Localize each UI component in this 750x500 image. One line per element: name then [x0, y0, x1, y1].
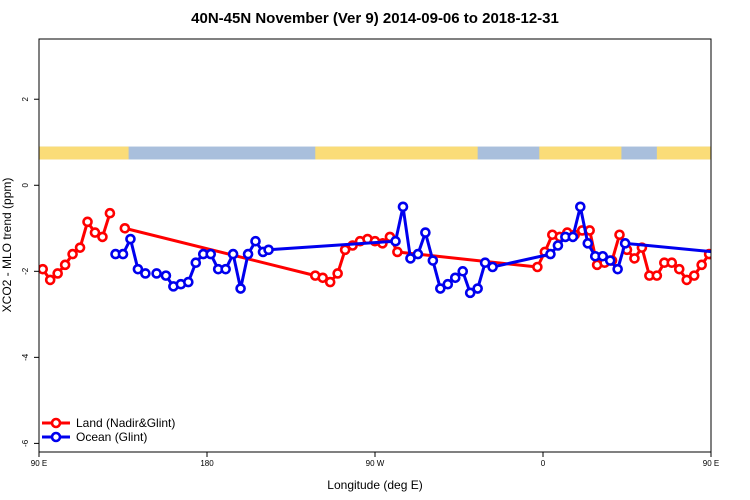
series-1-point	[412, 248, 424, 260]
series-1-point	[220, 263, 231, 275]
series-0-point	[332, 268, 343, 279]
y-tick-label: 0	[21, 182, 30, 187]
series-1-point	[250, 235, 261, 247]
series-0-point	[666, 257, 678, 269]
series-1-point	[575, 201, 586, 213]
series-1-point	[125, 233, 136, 245]
series-1-point	[263, 244, 274, 256]
legend-land-label: Land (Nadir&Glint)	[76, 416, 175, 430]
chart-title: 40N-45N November (Ver 9) 2014-09-06 to 2…	[191, 10, 559, 27]
series-1-point	[612, 263, 623, 275]
series-1-point	[545, 248, 556, 260]
series-0-point	[104, 207, 116, 219]
series-0-point	[317, 272, 329, 284]
y-tick-label: 2	[21, 96, 30, 101]
series-1-point	[235, 283, 246, 294]
series-1-point	[132, 263, 144, 275]
series-1-point	[487, 261, 498, 273]
series-0-point	[532, 261, 543, 273]
y-tick-label: -6	[21, 439, 30, 447]
y-tick-label: -4	[21, 353, 30, 361]
series-1-point	[390, 235, 401, 247]
series-0-point	[728, 229, 736, 237]
series-0	[39, 207, 750, 288]
series-0-point	[59, 259, 71, 271]
series-0-point	[720, 218, 728, 226]
series-1-point	[619, 238, 631, 249]
series-0-point	[82, 216, 93, 228]
series-1-point	[160, 270, 172, 281]
strip-land-segment	[39, 146, 129, 160]
series-0-point	[324, 276, 336, 288]
series-1-point	[472, 283, 483, 294]
series-0-point	[89, 227, 101, 238]
series-1-point	[741, 250, 749, 258]
series-1-point	[397, 201, 409, 213]
series-0-point	[742, 209, 750, 217]
series-layer	[39, 201, 750, 299]
series-0-point	[651, 270, 663, 281]
series-1-point	[405, 253, 416, 264]
series-0-point	[735, 233, 743, 241]
series-0-point	[713, 246, 721, 254]
land-ocean-strip	[39, 146, 711, 160]
x-tick-label: 90 E	[31, 459, 47, 468]
y-tick-label: -2	[21, 267, 30, 275]
series-1-point	[442, 278, 454, 290]
series-1-point	[733, 250, 741, 258]
x-axis-title: Longitude (deg E)	[327, 478, 422, 492]
axes: 90 E 180 90 W 0 90 E 2 0 -2 -4 -6	[21, 96, 719, 468]
series-1-point	[479, 257, 491, 269]
legend-land-marker	[50, 417, 62, 429]
series-0-point	[696, 259, 707, 271]
series-1-point	[552, 240, 564, 251]
series-1-point	[227, 248, 239, 260]
strip-land-segment	[539, 146, 622, 160]
series-1-point	[242, 248, 254, 260]
series-1-point	[205, 248, 217, 260]
series-0-point	[392, 246, 403, 258]
series-1-point	[597, 250, 609, 262]
series-0-point	[44, 274, 56, 286]
series-0-point	[629, 253, 640, 264]
x-tick-label: 0	[541, 459, 546, 468]
x-tick-label: 90 W	[366, 459, 385, 468]
x-tick-label: 180	[200, 459, 214, 468]
series-0-point	[97, 231, 108, 243]
series-1-point	[567, 231, 579, 243]
series-0-point	[74, 242, 86, 253]
series-1-point	[140, 268, 151, 279]
series-1-point	[420, 227, 431, 238]
series-1-point	[435, 283, 446, 294]
series-1-point	[151, 268, 162, 279]
legend-ocean-marker	[50, 431, 62, 443]
series-0-point	[681, 274, 693, 286]
series-1-point	[427, 255, 439, 266]
y-axis-title: XCO2 - MLO trend (ppm)	[0, 178, 14, 313]
series-1-point	[457, 266, 469, 277]
series-0-point	[67, 248, 78, 260]
strip-land-segment	[656, 146, 711, 160]
strip-land-segment	[315, 146, 478, 160]
legend: Land (Nadir&Glint) Ocean (Glint)	[42, 416, 175, 444]
series-1	[110, 201, 749, 299]
series-0-point	[688, 270, 700, 281]
series-0-point	[673, 263, 685, 275]
series-1-point	[117, 248, 129, 260]
series-1-point	[190, 257, 202, 269]
series-0-point	[39, 263, 49, 275]
series-0-point	[52, 268, 63, 279]
series-1-point	[604, 255, 616, 266]
series-0-point	[614, 229, 625, 241]
series-1-point	[464, 287, 476, 299]
x-tick-label: 90 E	[703, 459, 719, 468]
legend-ocean-label: Ocean (Glint)	[76, 430, 147, 444]
series-1-point	[449, 272, 461, 284]
series-0-point	[119, 222, 131, 234]
series-1-point	[183, 276, 194, 288]
series-1-point	[582, 238, 594, 249]
